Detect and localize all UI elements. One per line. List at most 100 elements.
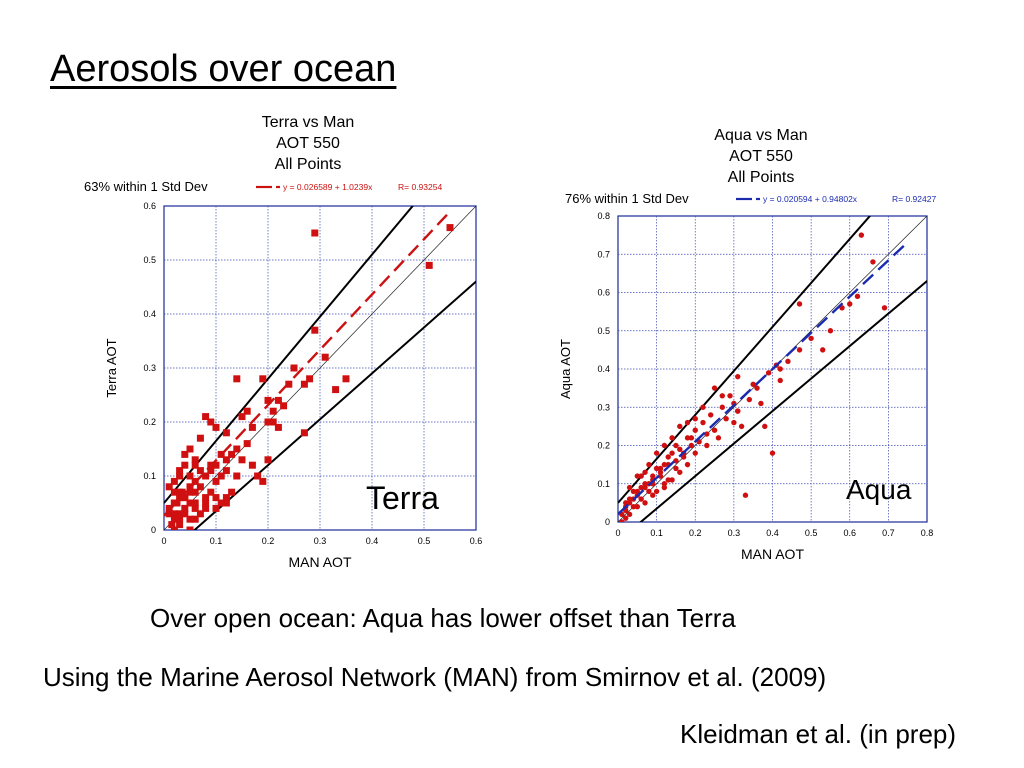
terra-data-point (176, 515, 184, 523)
terra-data-point (222, 456, 230, 464)
aqua-title-line: Aqua vs Man (714, 127, 807, 144)
terra-data-point (181, 494, 189, 502)
terra-data-point (191, 488, 199, 496)
terra-data-point (202, 499, 210, 507)
terra-fit-label: y = 0.026589 + 1.0239x (283, 182, 373, 192)
aqua-data-point (731, 419, 737, 426)
terra-data-point (202, 504, 210, 512)
aqua-data-point (634, 504, 641, 510)
aqua-data-point (630, 504, 637, 510)
terra-data-point (254, 472, 262, 480)
aqua-data-point (719, 404, 725, 410)
aqua-data-point (626, 484, 633, 491)
aqua-y-tick-label: 0.8 (597, 211, 610, 221)
aqua-envelope-lower (639, 279, 927, 522)
terra-data-point (269, 418, 277, 426)
terra-data-point (212, 494, 220, 502)
terra-data-point (196, 510, 204, 518)
terra-x-tick-label: 0.4 (366, 536, 379, 546)
aqua-data-point (657, 469, 664, 475)
aqua-data-point (777, 366, 783, 372)
terra-y-tick-label: 0.3 (143, 363, 156, 373)
terra-data-point (170, 515, 178, 523)
terra-data-point (248, 423, 256, 431)
aqua-data-point (638, 473, 644, 479)
terra-data-point (186, 526, 194, 530)
aqua-data-point (758, 400, 764, 407)
terra-data-point (186, 488, 194, 496)
terra-y-tick-label: 0.2 (143, 417, 156, 427)
aqua-data-point (677, 446, 683, 453)
terra-data-point (196, 434, 204, 442)
aqua-data-point (719, 393, 725, 399)
aqua-data-point (642, 500, 648, 506)
terra-x-tick-label: 0.6 (470, 536, 483, 546)
aqua-data-point (680, 454, 687, 460)
aqua-data-point (657, 465, 664, 472)
terra-data-point (300, 429, 308, 437)
terra-data-point (243, 440, 251, 448)
aqua-data-point (735, 408, 741, 414)
aqua-data-point (619, 519, 625, 522)
aqua-data-point (677, 423, 683, 430)
aqua-y-axis-label: Aqua AOT (558, 339, 573, 399)
aqua-y-tick-label: 0.4 (597, 364, 610, 374)
terra-r-label: R= 0.93254 (398, 182, 442, 192)
aqua-data-point (727, 393, 733, 399)
terra-data-point (212, 504, 220, 512)
terra-data-point (168, 521, 176, 529)
terra-x-tick-label: 0.5 (418, 536, 431, 546)
aqua-data-point (704, 442, 710, 449)
aqua-data-point (704, 431, 710, 437)
aqua-data-point (847, 301, 853, 307)
aqua-y-tick-label: 0.2 (597, 441, 610, 451)
aqua-data-point (661, 481, 668, 487)
terra-y-tick-label: 0.1 (143, 471, 156, 481)
aqua-x-tick-label: 0.7 (882, 528, 895, 538)
aqua-data-point (669, 477, 675, 483)
aqua-data-point (769, 450, 776, 456)
terra-data-point (264, 418, 272, 426)
aqua-data-point (646, 461, 652, 468)
aqua-title-line: AOT 550 (729, 148, 793, 165)
aqua-data-point (881, 305, 888, 311)
aqua-r-label: R= 0.92427 (892, 194, 936, 204)
terra-data-point (202, 494, 210, 502)
aqua-data-point (646, 488, 652, 495)
aqua-x-tick-label: 0.6 (843, 528, 856, 538)
terra-data-point (243, 407, 251, 415)
terra-data-point (186, 472, 194, 480)
aqua-data-point (684, 419, 691, 426)
aqua-title-line: All Points (728, 169, 795, 186)
aqua-data-point (661, 461, 668, 468)
aqua-data-point (777, 377, 783, 384)
terra-data-point (191, 456, 199, 464)
terra-x-tick-label: 0.1 (210, 536, 223, 546)
aqua-data-point (688, 435, 695, 441)
terra-title-line: AOT 550 (276, 135, 340, 152)
aqua-data-point (657, 473, 664, 479)
terra-data-point (165, 483, 173, 491)
terra-y-tick-label: 0.5 (143, 255, 156, 265)
aqua-data-point (650, 473, 656, 479)
terra-data-point (259, 477, 267, 485)
aqua-x-tick-label: 0 (615, 528, 620, 538)
terra-data-point (207, 467, 215, 475)
terra-data-point (191, 515, 199, 523)
aqua-x-tick-label: 0.3 (728, 528, 741, 538)
aqua-data-point (653, 465, 660, 472)
aqua-data-point (692, 450, 698, 456)
terra-data-point (212, 461, 220, 469)
aqua-data-point (650, 492, 656, 498)
terra-data-point (170, 510, 178, 518)
terra-data-point (176, 472, 184, 480)
aqua-data-point (688, 442, 695, 449)
terra-data-point (332, 386, 340, 394)
aqua-data-point (623, 515, 629, 521)
aqua-x-tick-label: 0.5 (805, 528, 818, 538)
aqua-data-point (669, 450, 675, 456)
aqua-points-group (619, 232, 888, 522)
aqua-overlay-label: Aqua (846, 474, 912, 505)
